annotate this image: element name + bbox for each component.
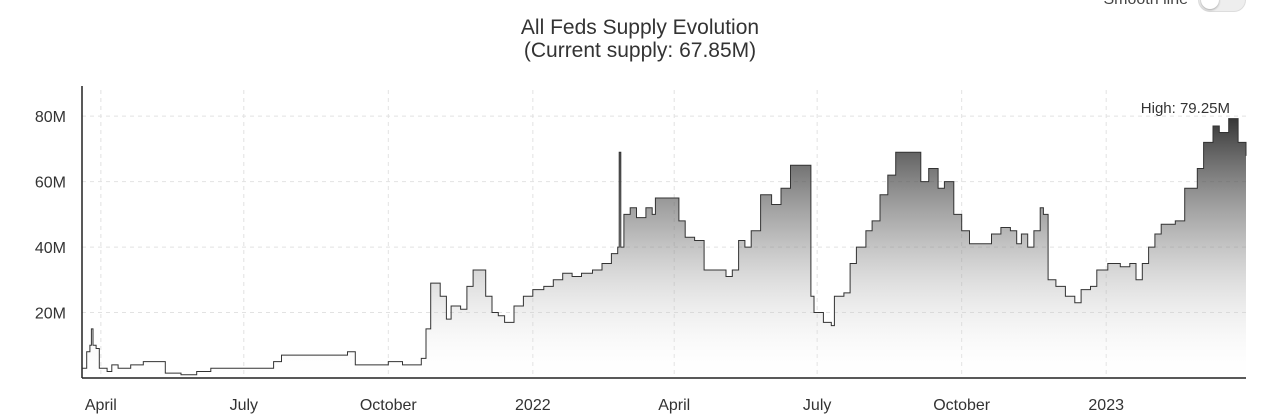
x-tick-label: April xyxy=(658,397,690,414)
smooth-line-label: Smooth line xyxy=(1104,0,1189,9)
y-tick-label: 80M xyxy=(35,109,66,126)
chart-title-block: All Feds Supply Evolution (Current suppl… xyxy=(0,16,1280,62)
smooth-line-toggle-group: Smooth line xyxy=(1104,0,1246,12)
x-tick-label: April xyxy=(85,397,117,414)
x-tick-label: 2022 xyxy=(515,397,551,414)
x-tick-label: 2023 xyxy=(1088,397,1124,414)
x-tick-label: October xyxy=(933,397,991,414)
y-tick-label: 40M xyxy=(35,240,66,257)
x-tick-label: July xyxy=(803,397,831,414)
x-tick-label: July xyxy=(230,397,258,414)
y-tick-label: 60M xyxy=(35,175,66,192)
supply-area-fill xyxy=(82,118,1246,378)
high-annotation: High: 79.25M xyxy=(1141,100,1230,117)
supply-line xyxy=(82,118,1247,376)
chart-title: All Feds Supply Evolution xyxy=(520,16,760,39)
chart-subtitle: (Current supply: 67.85M) xyxy=(523,39,757,62)
x-tick-label: October xyxy=(360,397,418,414)
y-tick-label: 20M xyxy=(35,306,66,323)
